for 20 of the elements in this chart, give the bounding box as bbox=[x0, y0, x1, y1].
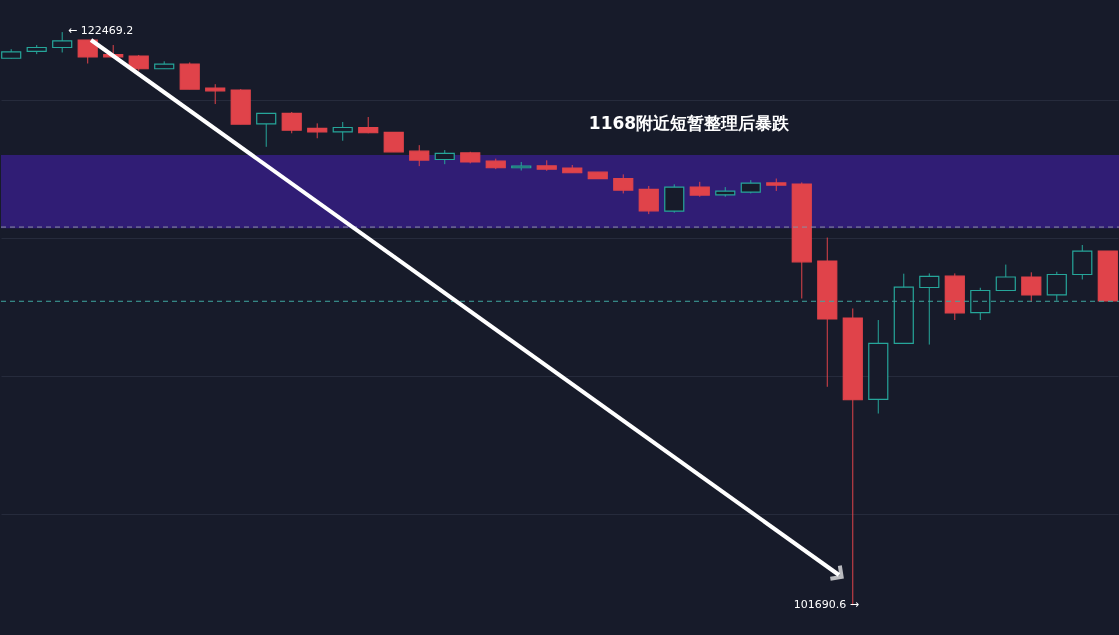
candlestick bbox=[281, 111, 302, 134]
candlestick bbox=[77, 39, 98, 65]
annotation: ← 122469.2 bbox=[68, 24, 134, 37]
candlestick bbox=[205, 83, 226, 105]
candlestick bbox=[970, 287, 991, 321]
candlestick bbox=[52, 31, 73, 53]
candlestick bbox=[638, 185, 659, 215]
candlestick bbox=[256, 112, 277, 148]
candlestick bbox=[1021, 271, 1042, 303]
candlestick bbox=[613, 173, 634, 194]
candlestick bbox=[332, 121, 353, 142]
candlestick bbox=[919, 272, 940, 346]
candlestick bbox=[409, 144, 430, 167]
candlestick bbox=[1046, 271, 1067, 302]
annotation: 1168附近短暂整理后暴跌 bbox=[588, 113, 791, 133]
candlestick bbox=[1072, 244, 1093, 280]
candlestick bbox=[995, 264, 1016, 292]
annotation: 101690.6 → bbox=[793, 598, 859, 611]
candlestick bbox=[383, 131, 404, 153]
candlestick bbox=[664, 183, 685, 214]
